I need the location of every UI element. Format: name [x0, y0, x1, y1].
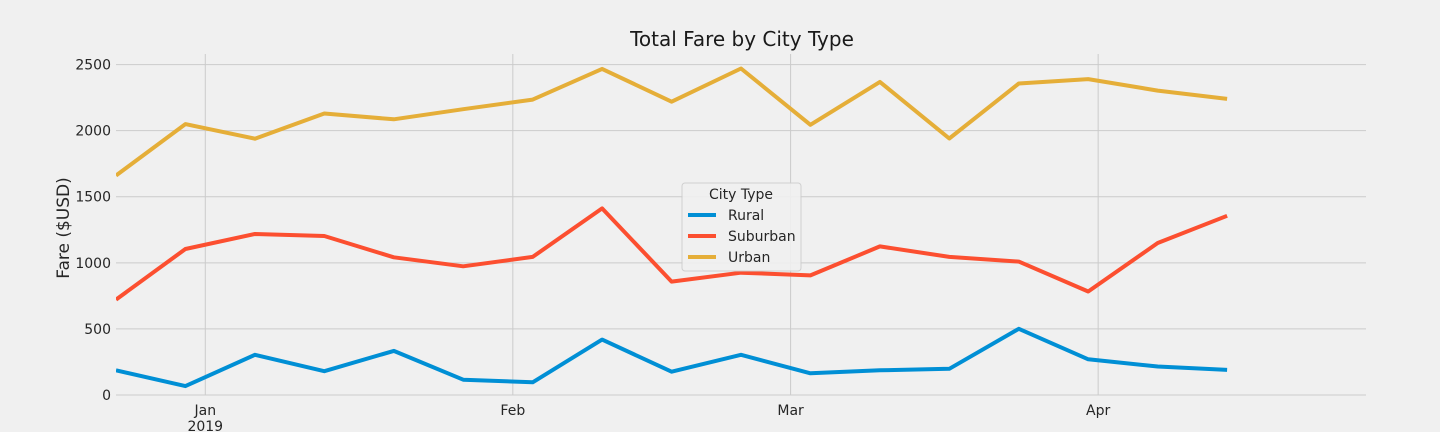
- y-tick-label: 2000: [75, 124, 111, 140]
- series-lines: [116, 66, 1228, 389]
- legend-title: City Type: [709, 187, 773, 203]
- y-tick-label: 2500: [75, 58, 111, 74]
- chart-title: Total Fare by City Type: [629, 27, 854, 51]
- series-line-urban: [116, 66, 1228, 178]
- x-tick-label: Feb: [500, 403, 525, 419]
- y-tick-label: 1000: [75, 256, 111, 272]
- y-tick-label: 1500: [75, 190, 111, 206]
- x-tick-sublabel: 2019: [187, 419, 223, 432]
- x-tick-label: Apr: [1086, 403, 1110, 419]
- legend: City Type Rural Suburban Urban: [681, 182, 802, 272]
- y-tick-label: 0: [102, 388, 111, 404]
- legend-label-rural: Rural: [728, 208, 764, 224]
- legend-label-suburban: Suburban: [728, 229, 796, 245]
- y-axis-title: Fare ($USD): [54, 177, 74, 279]
- x-tick-label: Mar: [777, 403, 804, 419]
- x-tick-label: Jan: [193, 403, 216, 419]
- legend-label-urban: Urban: [728, 250, 770, 266]
- y-tick-label: 500: [84, 322, 111, 338]
- legend-box: [681, 182, 802, 272]
- series-line-rural: [116, 326, 1228, 389]
- series-line-suburban: [116, 206, 1228, 302]
